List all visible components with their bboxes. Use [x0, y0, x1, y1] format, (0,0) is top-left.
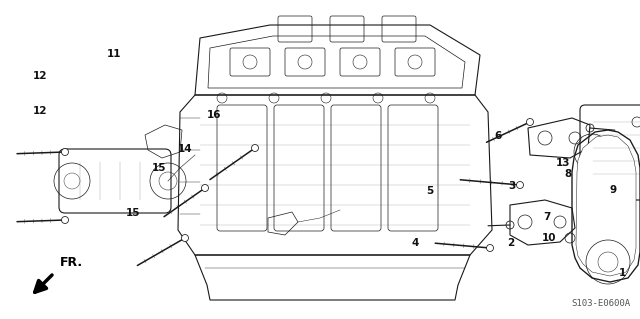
- Polygon shape: [576, 135, 636, 276]
- Text: 4: 4: [411, 238, 419, 248]
- Circle shape: [486, 244, 493, 251]
- Circle shape: [61, 149, 68, 155]
- Text: 15: 15: [126, 208, 140, 218]
- Text: 1: 1: [618, 268, 626, 278]
- Text: 10: 10: [542, 233, 556, 243]
- Text: 16: 16: [207, 110, 221, 121]
- Circle shape: [252, 145, 259, 152]
- Text: 9: 9: [609, 185, 617, 195]
- Text: 11: 11: [107, 48, 121, 59]
- Text: 14: 14: [179, 144, 193, 154]
- Circle shape: [527, 118, 534, 125]
- Circle shape: [61, 217, 68, 224]
- Text: 15: 15: [152, 163, 166, 174]
- Text: 7: 7: [543, 212, 551, 222]
- Text: 13: 13: [556, 158, 570, 168]
- Text: 5: 5: [426, 186, 434, 196]
- Circle shape: [202, 184, 209, 191]
- Circle shape: [516, 182, 524, 189]
- Text: 6: 6: [494, 130, 502, 141]
- Text: 12: 12: [33, 71, 47, 81]
- Text: FR.: FR.: [60, 256, 83, 269]
- Text: 12: 12: [33, 106, 47, 116]
- Text: 2: 2: [507, 238, 515, 248]
- Text: 3: 3: [508, 181, 516, 191]
- Circle shape: [182, 234, 189, 241]
- Text: S103-E0600A: S103-E0600A: [571, 299, 630, 308]
- Text: 8: 8: [564, 169, 572, 179]
